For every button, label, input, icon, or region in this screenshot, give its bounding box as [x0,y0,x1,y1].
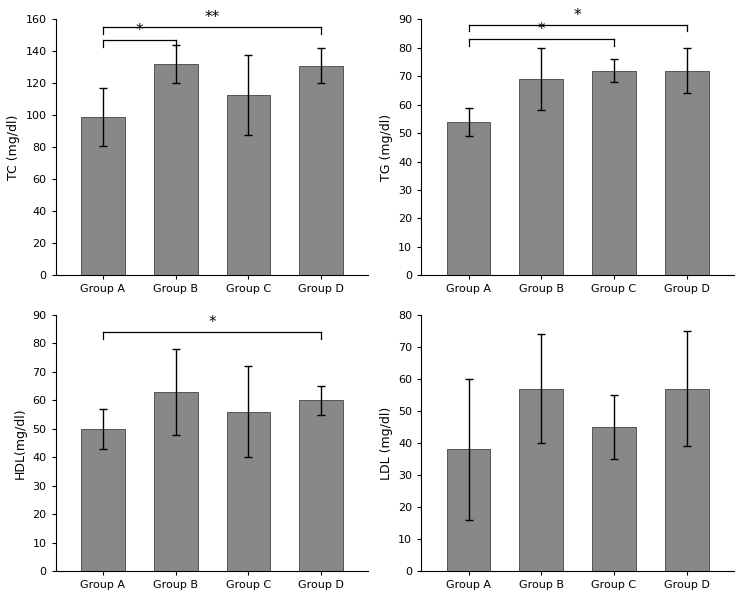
Text: *: * [537,21,545,37]
Text: *: * [136,23,143,38]
Bar [519,389,563,571]
Bar [447,450,491,571]
Bar [299,401,343,571]
Y-axis label: LDL (mg/dl): LDL (mg/dl) [379,407,393,479]
Bar [299,66,343,275]
Bar [81,429,124,571]
Bar [592,427,636,571]
Bar [154,64,198,275]
Text: *: * [574,8,582,23]
Text: *: * [208,315,216,330]
Text: **: ** [205,10,219,25]
Bar [665,70,708,275]
Y-axis label: TC (mg/dl): TC (mg/dl) [7,115,20,180]
Bar [227,94,270,275]
Bar [519,79,563,275]
Bar [227,412,270,571]
Bar [81,117,124,275]
Y-axis label: TG (mg/dl): TG (mg/dl) [379,114,393,181]
Bar [154,392,198,571]
Bar [447,122,491,275]
Bar [665,389,708,571]
Bar [592,70,636,275]
Y-axis label: HDL(mg/dl): HDL(mg/dl) [14,407,27,479]
